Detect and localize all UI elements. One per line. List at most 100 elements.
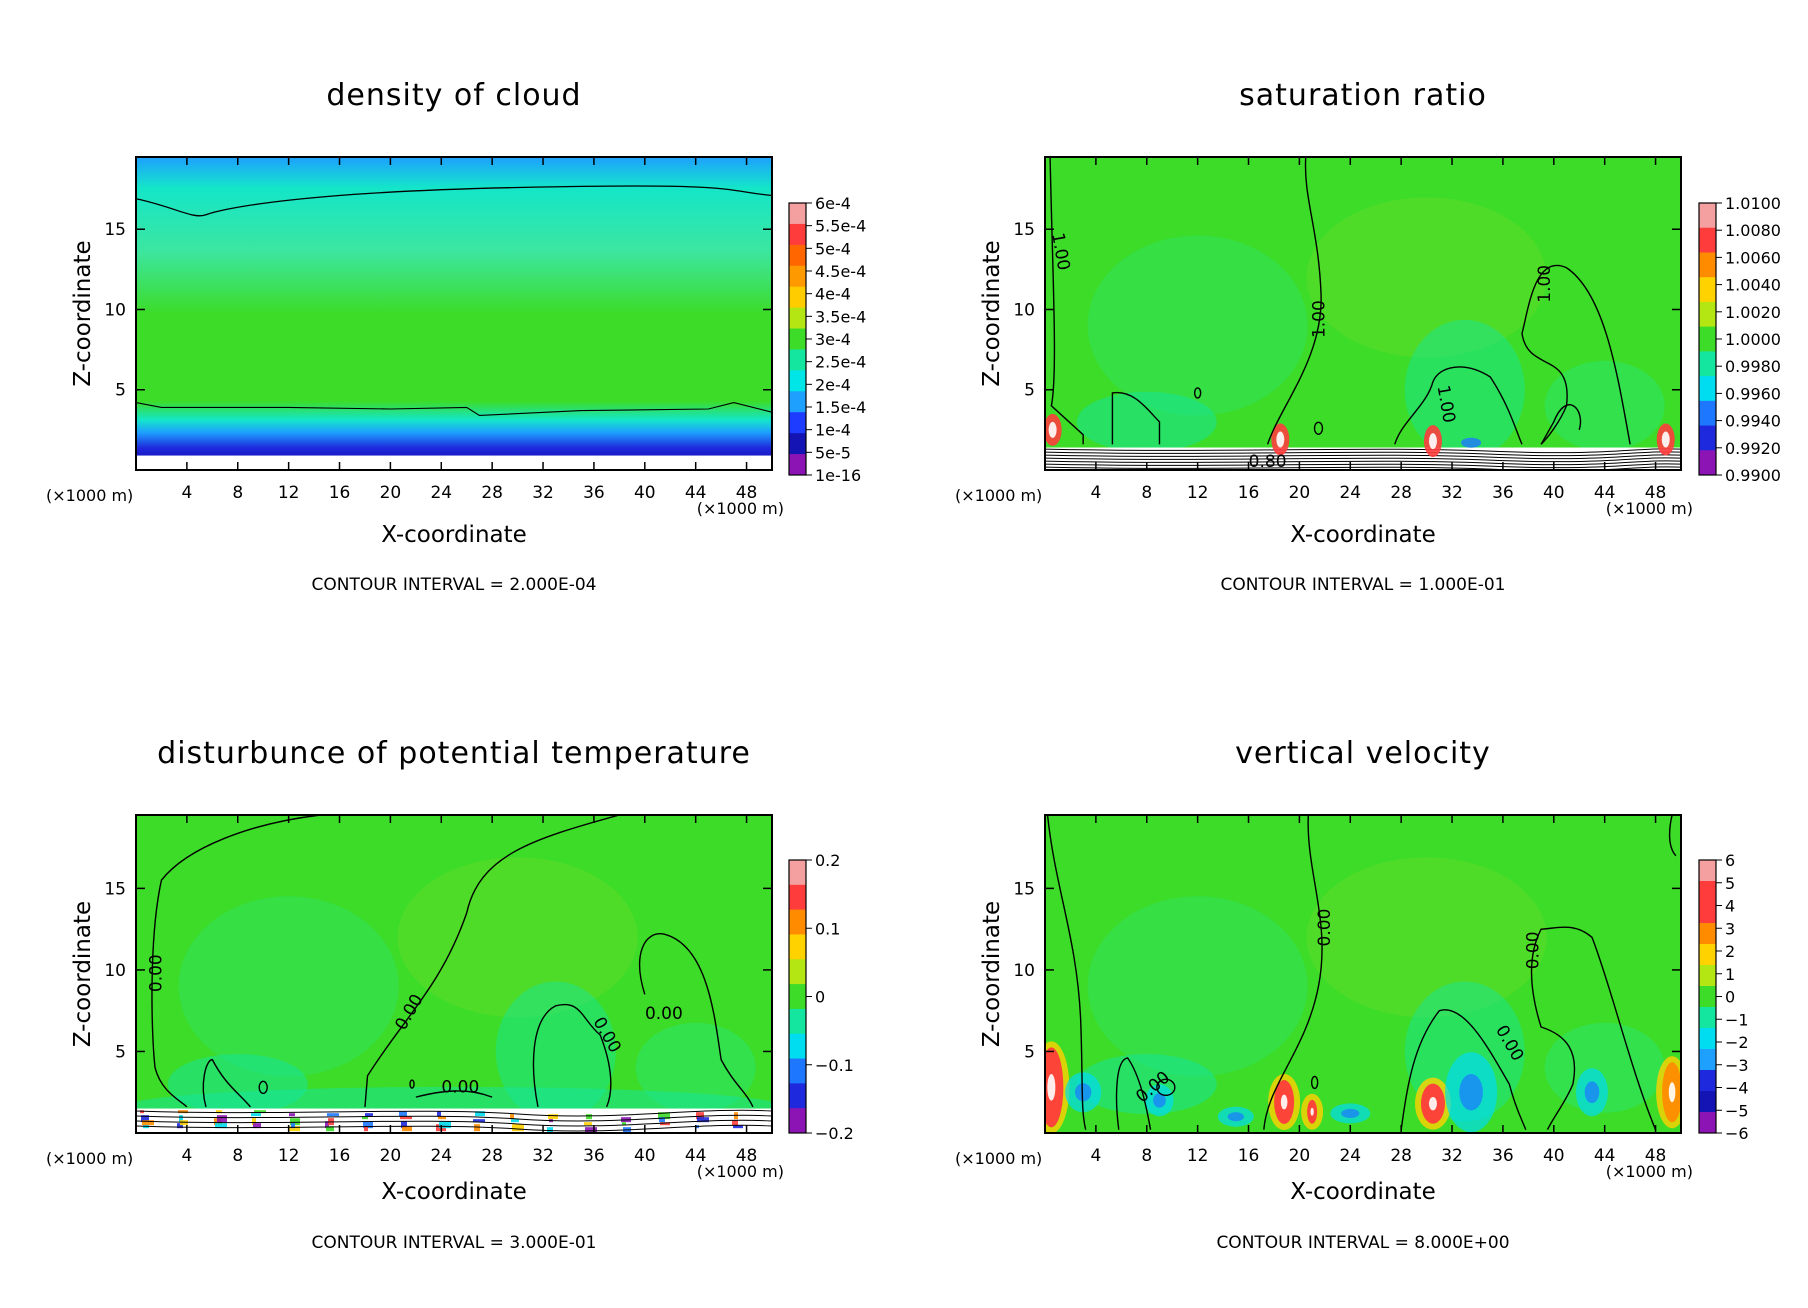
contour-line bbox=[1530, 926, 1657, 1131]
x-axis-title: X-coordinate bbox=[381, 1179, 527, 1205]
colorbar-segment bbox=[1699, 450, 1716, 476]
x-tick-label: 48 bbox=[1645, 1146, 1667, 1166]
contour-line bbox=[1193, 387, 1202, 399]
panel-title: vertical velocity bbox=[1235, 736, 1491, 771]
x-tick-label: 24 bbox=[430, 1146, 452, 1166]
colorbar-segment bbox=[1699, 944, 1716, 966]
color-blob bbox=[142, 1120, 154, 1126]
colorbar-segment bbox=[1699, 1112, 1716, 1134]
x-tick-label: 48 bbox=[736, 483, 758, 503]
x-tick-label: 40 bbox=[1543, 1146, 1565, 1166]
colorbar-segment bbox=[1699, 881, 1716, 903]
color-blob bbox=[362, 1116, 368, 1120]
color-blob bbox=[1076, 391, 1217, 452]
contour-line bbox=[1045, 466, 1681, 470]
color-blob bbox=[251, 1113, 261, 1117]
color-blob bbox=[585, 1127, 597, 1133]
color-blob bbox=[1668, 1082, 1676, 1103]
contour-line bbox=[258, 1080, 268, 1095]
colorbar-segment bbox=[789, 884, 806, 911]
y-unit-label: (×1000 m) bbox=[46, 486, 133, 505]
contour-line bbox=[136, 1124, 772, 1132]
x-tick-label: 48 bbox=[1645, 483, 1667, 503]
y-tick-label: 10 bbox=[104, 300, 126, 320]
contour-line bbox=[639, 933, 754, 1108]
colorbar-segment bbox=[789, 244, 806, 267]
x-tick-label: 44 bbox=[685, 1146, 707, 1166]
empty-region bbox=[136, 455, 772, 470]
panel-3: disturbunce of potential temperature 0.00… bbox=[46, 736, 854, 1253]
color-blob bbox=[327, 1113, 339, 1117]
color-blob bbox=[289, 1113, 295, 1117]
x-unit-label: (×1000 m) bbox=[1606, 499, 1693, 518]
colorbar-label: −1 bbox=[1725, 1010, 1749, 1029]
colorbar-segment bbox=[789, 370, 806, 392]
colorbar-label: −5 bbox=[1725, 1101, 1749, 1120]
contour-line bbox=[1111, 392, 1161, 445]
color-blob bbox=[512, 1124, 524, 1132]
color-blob bbox=[364, 1126, 368, 1132]
colorbar-label: 1.0100 bbox=[1725, 194, 1781, 213]
color-blob bbox=[216, 1110, 222, 1114]
contour-label: 1.00 bbox=[1535, 265, 1555, 303]
y-tick-label: 10 bbox=[1013, 961, 1035, 981]
contour-line bbox=[202, 1058, 252, 1108]
color-blob bbox=[1076, 1054, 1217, 1115]
colorbar-segment bbox=[1699, 986, 1716, 1008]
color-blob bbox=[1428, 1096, 1437, 1111]
x-unit-label: (×1000 m) bbox=[1606, 1162, 1693, 1181]
y-axis-title: Z-coordinate bbox=[70, 240, 96, 386]
color-blob bbox=[586, 1114, 592, 1120]
x-tick-label: 40 bbox=[634, 1146, 656, 1166]
colorbar-label: 0 bbox=[1725, 988, 1735, 1007]
contour-label: 0.00 bbox=[1315, 909, 1335, 947]
field-background bbox=[136, 157, 772, 470]
color-blob bbox=[1306, 197, 1547, 358]
contour-line bbox=[1313, 421, 1324, 435]
colorbar-segment bbox=[1699, 425, 1716, 451]
colorbar-segment bbox=[1699, 1028, 1716, 1050]
contour-line bbox=[1045, 457, 1681, 463]
color-blob bbox=[288, 1126, 300, 1132]
color-blob bbox=[510, 1114, 514, 1120]
x-tick-label: 4 bbox=[1090, 483, 1101, 503]
color-blob bbox=[733, 1125, 743, 1129]
colorbar-segment bbox=[1699, 277, 1716, 303]
color-blob bbox=[474, 1124, 480, 1132]
color-blob bbox=[325, 1121, 329, 1129]
color-blob bbox=[399, 1111, 407, 1117]
colorbar-segment bbox=[1699, 376, 1716, 402]
colorbar-label: 1e-16 bbox=[815, 466, 861, 485]
color-blob bbox=[732, 1120, 738, 1126]
contour-line bbox=[1115, 1057, 1152, 1130]
colorbar-label: 0.9900 bbox=[1725, 466, 1781, 485]
x-tick-label: 36 bbox=[583, 1146, 605, 1166]
colorbar-label: 3 bbox=[1725, 919, 1735, 938]
colorbar-segment bbox=[789, 203, 806, 225]
color-blob bbox=[397, 857, 638, 1018]
colorbar-label: −4 bbox=[1725, 1079, 1749, 1098]
contour-line bbox=[1045, 463, 1681, 469]
y-tick-label: 15 bbox=[1013, 879, 1035, 899]
contour-label: 0.00 bbox=[146, 954, 166, 992]
color-blob bbox=[254, 1110, 266, 1114]
colorbar-label: 1.0040 bbox=[1725, 276, 1781, 295]
colorbar-segment bbox=[789, 1033, 806, 1060]
color-blob bbox=[1341, 1108, 1360, 1118]
panel-title: saturation ratio bbox=[1239, 78, 1487, 113]
colorbar-label: 1.0060 bbox=[1725, 248, 1781, 267]
color-blob bbox=[141, 1115, 149, 1123]
colorbar: 0.2 0.1 0 −0.1 −0.2 bbox=[788, 851, 854, 1143]
colorbar-label: 6 bbox=[1725, 851, 1735, 870]
plot-field: 0.000.000.000.00 bbox=[1045, 815, 1681, 1133]
color-blob bbox=[511, 1119, 519, 1123]
colorbar-segment bbox=[1699, 923, 1716, 945]
x-tick-label: 4 bbox=[181, 483, 192, 503]
colorbar-segment bbox=[789, 286, 806, 309]
color-blob bbox=[475, 1111, 485, 1117]
colorbar-label: 0.9960 bbox=[1725, 384, 1781, 403]
color-blob bbox=[290, 1118, 300, 1126]
color-blob bbox=[401, 1121, 407, 1129]
